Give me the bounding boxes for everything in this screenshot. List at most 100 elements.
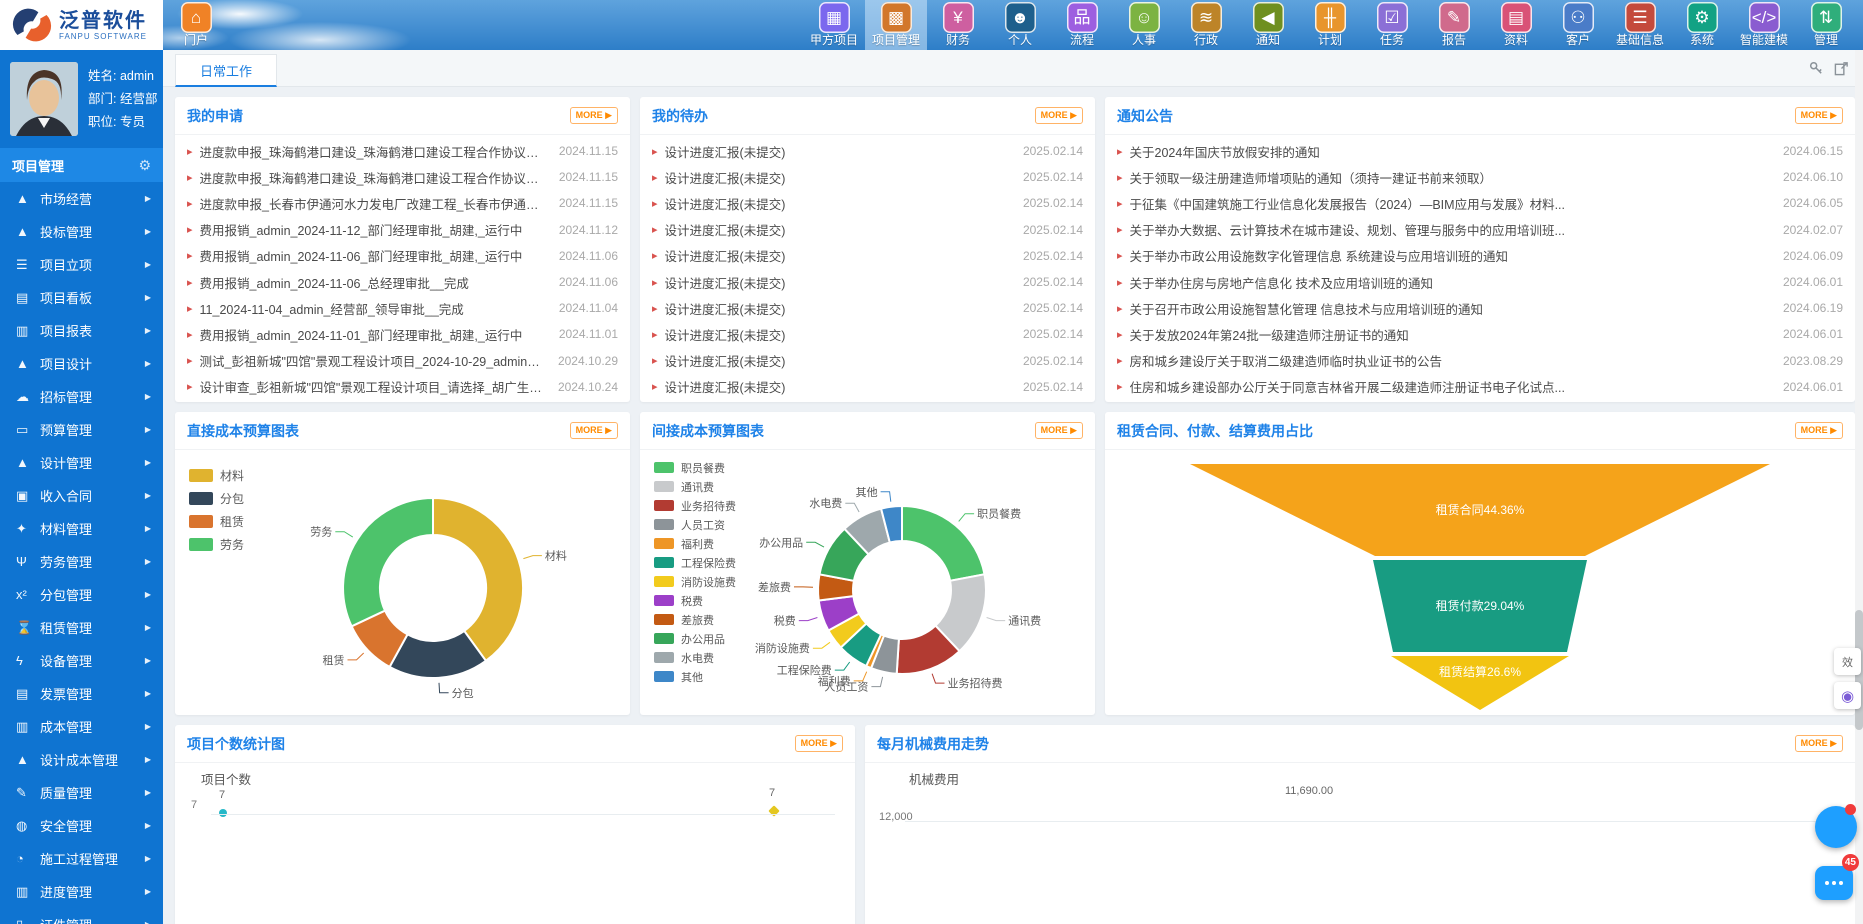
list-item[interactable]: ▸ 关于2024年国庆节放假安排的通知 2024.06.15 bbox=[1117, 138, 1843, 164]
list-item[interactable]: ▸ 关于领取一级注册建造师增项贴的通知（须持一建证书前来领取） 2024.06.… bbox=[1117, 164, 1843, 190]
list-item[interactable]: ▸ 设计进度汇报(未提交) 2025.02.14 bbox=[652, 243, 1083, 269]
sidebar-menu-item[interactable]: ▯ 证件管理 ▶ bbox=[0, 908, 163, 924]
more-button[interactable]: MORE ▶ bbox=[1035, 107, 1083, 124]
sidebar-menu-item[interactable]: ▤ 发票管理 ▶ bbox=[0, 677, 163, 710]
list-item[interactable]: ▸ 房和城乡建设厅关于取消二级建造师临时执业证书的公告 2023.08.29 bbox=[1117, 348, 1843, 374]
sidebar-menu-item[interactable]: ▥ 成本管理 ▶ bbox=[0, 710, 163, 743]
list-item[interactable]: ▸ 费用报销_admin_2024-11-06_部门经理审批_胡建,_运行中 2… bbox=[187, 243, 618, 269]
list-item[interactable]: ▸ 住房和城乡建设部办公厅关于同意吉林省开展二级建造师注册证书电子化试点... … bbox=[1117, 374, 1843, 400]
legend-entry[interactable]: 材料 bbox=[189, 464, 244, 487]
tab-daily-work[interactable]: 日常工作 bbox=[175, 54, 277, 87]
ca-tool-button[interactable]: 效 bbox=[1834, 648, 1861, 675]
sidebar-menu-item[interactable]: ☁ 招标管理 ▶ bbox=[0, 380, 163, 413]
list-item[interactable]: ▸ 关于发放2024年第24批一级建造师注册证书的通知 2024.06.01 bbox=[1117, 321, 1843, 347]
nav-item-portal[interactable]: ⌂ 门户 bbox=[167, 1, 225, 50]
notification-bubble-button[interactable] bbox=[1815, 806, 1857, 848]
list-item[interactable]: ▸ 进度款申报_珠海鹤港口建设_珠海鹤港口建设工程合作协议书_admin_...… bbox=[187, 164, 618, 190]
legend-entry[interactable]: 业务招待费 bbox=[654, 496, 736, 515]
nav-item[interactable]: ☑ 任务 bbox=[1361, 0, 1423, 50]
sidebar-menu-item[interactable]: ✦ 材料管理 ▶ bbox=[0, 512, 163, 545]
list-item[interactable]: ▸ 设计进度汇报(未提交) 2025.02.14 bbox=[652, 348, 1083, 374]
sidebar-menu-item[interactable]: ⌛ 租赁管理 ▶ bbox=[0, 611, 163, 644]
nav-item[interactable]: ☺ 人事 bbox=[1113, 0, 1175, 50]
sidebar-menu-item[interactable]: ▲ 市场经营 ▶ bbox=[0, 182, 163, 215]
nav-item[interactable]: ▦ 甲方项目 bbox=[803, 0, 865, 50]
sidebar-menu-item[interactable]: ☰ 项目立项 ▶ bbox=[0, 248, 163, 281]
sidebar-menu-item[interactable]: ϟ 设备管理 ▶ bbox=[0, 644, 163, 677]
legend-entry[interactable]: 税费 bbox=[654, 591, 736, 610]
nav-item[interactable]: ☻ 个人 bbox=[989, 0, 1051, 50]
nav-item[interactable]: 品 流程 bbox=[1051, 0, 1113, 50]
list-item[interactable]: ▸ 设计进度汇报(未提交) 2025.02.14 bbox=[652, 374, 1083, 400]
list-item[interactable]: ▸ 进度款申报_长春市伊通河水力发电厂改建工程_长春市伊通河水力发电... 20… bbox=[187, 190, 618, 216]
nav-item[interactable]: ¥ 财务 bbox=[927, 0, 989, 50]
settings-gear-icon[interactable]: ⚙ bbox=[138, 157, 151, 174]
list-item[interactable]: ▸ 设计进度汇报(未提交) 2025.02.14 bbox=[652, 138, 1083, 164]
list-item[interactable]: ▸ 关于举办大数据、云计算技术在城市建设、规划、管理与服务中的应用培训班... … bbox=[1117, 217, 1843, 243]
list-item[interactable]: ▸ 设计进度汇报(未提交) 2025.02.14 bbox=[652, 217, 1083, 243]
sidebar-menu-item[interactable]: ▣ 收入合同 ▶ bbox=[0, 479, 163, 512]
list-item[interactable]: ▸ 测试_彭祖新城"四馆"景观工程设计项目_2024-10-29_admin_结… bbox=[187, 348, 618, 374]
nav-item[interactable]: ✎ 报告 bbox=[1423, 0, 1485, 50]
legend-entry[interactable]: 福利费 bbox=[654, 534, 736, 553]
list-item[interactable]: ▸ 11_2024-11-04_admin_经营部_领导审批__完成 2024.… bbox=[187, 295, 618, 321]
legend-entry[interactable]: 差旅费 bbox=[654, 610, 736, 629]
list-item[interactable]: ▸ 进度款申报_珠海鹤港口建设_珠海鹤港口建设工程合作协议书_admin_...… bbox=[187, 138, 618, 164]
donut-slice-劳务[interactable] bbox=[343, 498, 433, 626]
nav-item[interactable]: ▩ 项目管理 bbox=[865, 0, 927, 50]
list-item[interactable]: ▸ 费用报销_admin_2024-11-01_部门经理审批_胡建,_运行中 2… bbox=[187, 321, 618, 347]
more-button[interactable]: MORE ▶ bbox=[1795, 735, 1843, 752]
list-item[interactable]: ▸ 设计进度汇报(未提交) 2025.02.14 bbox=[652, 190, 1083, 216]
assistant-button[interactable]: ◉ bbox=[1834, 682, 1861, 709]
sidebar-menu-item[interactable]: ▥ 进度管理 ▶ bbox=[0, 875, 163, 908]
list-item[interactable]: ▸ 设计进度汇报(未提交) 2025.02.14 bbox=[652, 269, 1083, 295]
sidebar-menu-item[interactable]: ▤ 项目看板 ▶ bbox=[0, 281, 163, 314]
list-item[interactable]: ▸ 关于举办住房与房地产信息化 技术及应用培训班的通知 2024.06.01 bbox=[1117, 269, 1843, 295]
donut-slice-材料[interactable] bbox=[433, 498, 523, 661]
sidebar-menu-item[interactable]: ▲ 设计管理 ▶ bbox=[0, 446, 163, 479]
avatar[interactable] bbox=[10, 62, 78, 136]
legend-entry[interactable]: 消防设施费 bbox=[654, 572, 736, 591]
legend-entry[interactable]: 通讯费 bbox=[654, 477, 736, 496]
sidebar-menu-item[interactable]: ✎ 质量管理 ▶ bbox=[0, 776, 163, 809]
list-item[interactable]: ▸ 费用报销_admin_2024-11-06_总经理审批__完成 2024.1… bbox=[187, 269, 618, 295]
project-count-chart[interactable]: 项目个数 7 7 7 bbox=[175, 763, 855, 924]
sidebar-menu-item[interactable]: ▲ 投标管理 ▶ bbox=[0, 215, 163, 248]
list-item[interactable]: ▸ 设计进度汇报(未提交) 2025.02.14 bbox=[652, 321, 1083, 347]
nav-item[interactable]: ⚙ 系统 bbox=[1671, 0, 1733, 50]
machine-cost-chart[interactable]: 机械费用 11,690.00 12,000 bbox=[865, 763, 1855, 924]
list-item[interactable]: ▸ 费用报销_admin_2024-11-12_部门经理审批_胡建,_运行中 2… bbox=[187, 217, 618, 243]
legend-entry[interactable]: 工程保险费 bbox=[654, 553, 736, 572]
nav-item[interactable]: ╫ 计划 bbox=[1299, 0, 1361, 50]
donut-slice-职员餐费[interactable] bbox=[902, 506, 985, 581]
legend-entry[interactable]: 职员餐费 bbox=[654, 458, 736, 477]
list-item[interactable]: ▸ 关于召开市政公用设施智慧化管理 信息技术与应用培训班的通知 2024.06.… bbox=[1117, 295, 1843, 321]
sidebar-menu-item[interactable]: ▥ 项目报表 ▶ bbox=[0, 314, 163, 347]
more-button[interactable]: MORE ▶ bbox=[570, 107, 618, 124]
more-button[interactable]: MORE ▶ bbox=[570, 422, 618, 439]
legend-entry[interactable]: 租赁 bbox=[189, 510, 244, 533]
lease-funnel-chart[interactable]: 租赁合同44.36%租赁付款29.04%租赁结算26.6% bbox=[1105, 450, 1855, 714]
chat-button[interactable] bbox=[1815, 866, 1853, 900]
sidebar-menu-item[interactable]: ▭ 预算管理 ▶ bbox=[0, 413, 163, 446]
list-item[interactable]: ▸ 关于举办市政公用设施数字化管理信息 系统建设与应用培训班的通知 2024.0… bbox=[1117, 243, 1843, 269]
sidebar-menu-item[interactable]: x² 分包管理 ▶ bbox=[0, 578, 163, 611]
more-button[interactable]: MORE ▶ bbox=[1035, 422, 1083, 439]
list-item[interactable]: ▸ 于征集《中国建筑施工行业信息化发展报告（2024）—BIM应用与发展》材料.… bbox=[1117, 190, 1843, 216]
nav-item[interactable]: ☰ 基础信息 bbox=[1609, 0, 1671, 50]
sidebar-menu-item[interactable]: Ψ 劳务管理 ▶ bbox=[0, 545, 163, 578]
legend-entry[interactable]: 分包 bbox=[189, 487, 244, 510]
list-item[interactable]: ▸ 设计进度汇报(未提交) 2025.02.14 bbox=[652, 164, 1083, 190]
sidebar-menu-item[interactable]: ◍ 安全管理 ▶ bbox=[0, 809, 163, 842]
sidebar-menu-item[interactable]: ▲ 设计成本管理 ▶ bbox=[0, 743, 163, 776]
more-button[interactable]: MORE ▶ bbox=[1795, 422, 1843, 439]
key-icon[interactable] bbox=[1809, 61, 1824, 76]
sidebar-menu-item[interactable]: ◔ 施工过程管理 ▶ bbox=[0, 842, 163, 875]
sidebar-menu-item[interactable]: ▲ 项目设计 ▶ bbox=[0, 347, 163, 380]
nav-item[interactable]: ◀ 通知 bbox=[1237, 0, 1299, 50]
list-item[interactable]: ▸ 设计审查_彭祖新城"四馆"景观工程设计项目_请选择_胡广生_2024-10-… bbox=[187, 374, 618, 400]
nav-item[interactable]: ≋ 行政 bbox=[1175, 0, 1237, 50]
nav-item[interactable]: </> 智能建模 bbox=[1733, 0, 1795, 50]
nav-item[interactable]: ▤ 资料 bbox=[1485, 0, 1547, 50]
legend-entry[interactable]: 人员工资 bbox=[654, 515, 736, 534]
